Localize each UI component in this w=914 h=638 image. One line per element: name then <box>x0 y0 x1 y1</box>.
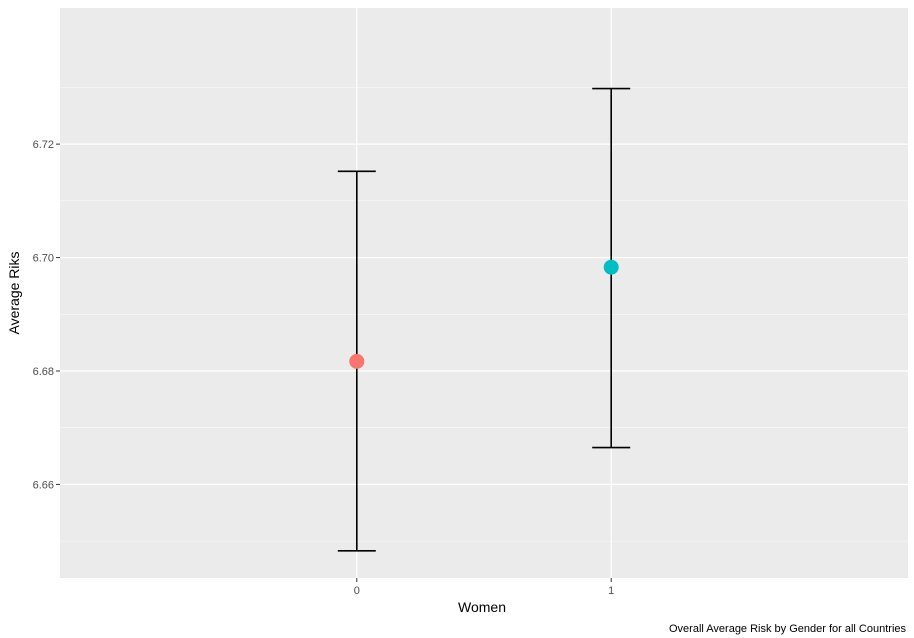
y-tick-label: 6.70 <box>33 253 54 265</box>
minor-gridlines <box>60 87 908 542</box>
chart-caption: Overall Average Risk by Gender for all C… <box>669 623 907 635</box>
x-tick-label: 0 <box>354 585 360 597</box>
data-point <box>603 259 619 275</box>
axes: 6.66 6.68 6.70 6.72 0 1 <box>33 139 615 597</box>
y-tick-label: 6.66 <box>33 479 54 491</box>
x-tick-label: 1 <box>608 585 614 597</box>
plot-panel <box>60 8 908 578</box>
x-axis-title: Women <box>458 599 506 615</box>
data-point <box>349 353 365 369</box>
y-axis-title: Average Riks <box>6 251 22 334</box>
y-tick-label: 6.68 <box>33 366 54 378</box>
y-tick-label: 6.72 <box>33 139 54 151</box>
data-marks <box>337 87 631 552</box>
